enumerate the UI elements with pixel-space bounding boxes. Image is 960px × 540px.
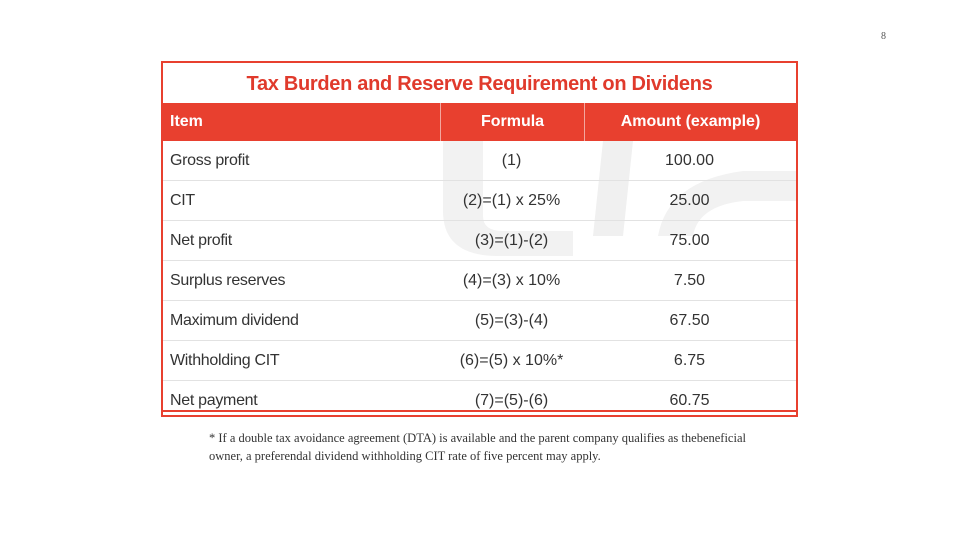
table-row: Net payment (7)=(5)-(6) 60.75 <box>163 381 796 415</box>
table-row: Maximum dividend (5)=(3)-(4) 67.50 <box>163 301 796 341</box>
table-row: Withholding CIT (6)=(5) x 10%* 6.75 <box>163 341 796 381</box>
table-row: Surplus reserves (4)=(3) x 10% 7.50 <box>163 261 796 301</box>
table-bottom-rule <box>163 410 796 412</box>
dividend-tax-table: Tax Burden and Reserve Requirement on Di… <box>161 61 798 417</box>
table-title: Tax Burden and Reserve Requirement on Di… <box>246 73 713 95</box>
cell-item: CIT <box>170 192 195 209</box>
table-body: Gross profit (1) 100.00 CIT (2)=(1) x 25… <box>163 141 796 415</box>
header-item: Item <box>170 113 203 130</box>
cell-formula: (2)=(1) x 25% <box>462 192 561 209</box>
page-number: 8 <box>881 31 886 42</box>
footnote: * If a double tax avoidance agreement (D… <box>209 431 746 463</box>
cell-amount: 25.00 <box>669 192 710 209</box>
cell-formula: (6)=(5) x 10%* <box>459 352 564 369</box>
table-header-row: Item Formula Amount (example) <box>163 103 796 141</box>
cell-formula: (4)=(3) x 10% <box>462 272 561 289</box>
table-row: Gross profit (1) 100.00 <box>163 141 796 181</box>
cell-amount: 67.50 <box>669 312 710 329</box>
header-amount: Amount (example) <box>584 103 796 141</box>
cell-amount: 6.75 <box>673 352 706 369</box>
cell-formula: (3)=(1)-(2) <box>474 232 549 249</box>
cell-formula: (7)=(5)-(6) <box>474 392 549 409</box>
cell-amount: 100.00 <box>665 152 714 169</box>
header-formula: Formula <box>440 103 584 141</box>
table-row: CIT (2)=(1) x 25% 25.00 <box>163 181 796 221</box>
cell-item: Surplus reserves <box>170 272 286 289</box>
cell-item: Gross profit <box>170 152 250 169</box>
cell-item: Maximum dividend <box>170 312 299 329</box>
cell-item: Withholding CIT <box>170 352 280 369</box>
cell-amount: 7.50 <box>673 272 706 289</box>
watermark-logo <box>443 141 796 256</box>
cell-formula: (5)=(3)-(4) <box>474 312 549 329</box>
cell-formula: (1) <box>501 152 522 169</box>
cell-item: Net profit <box>170 232 232 249</box>
cell-item: Net payment <box>170 392 258 409</box>
table-row: Net profit (3)=(1)-(2) 75.00 <box>163 221 796 261</box>
cell-amount: 75.00 <box>669 232 710 249</box>
cell-amount: 60.75 <box>669 392 710 409</box>
